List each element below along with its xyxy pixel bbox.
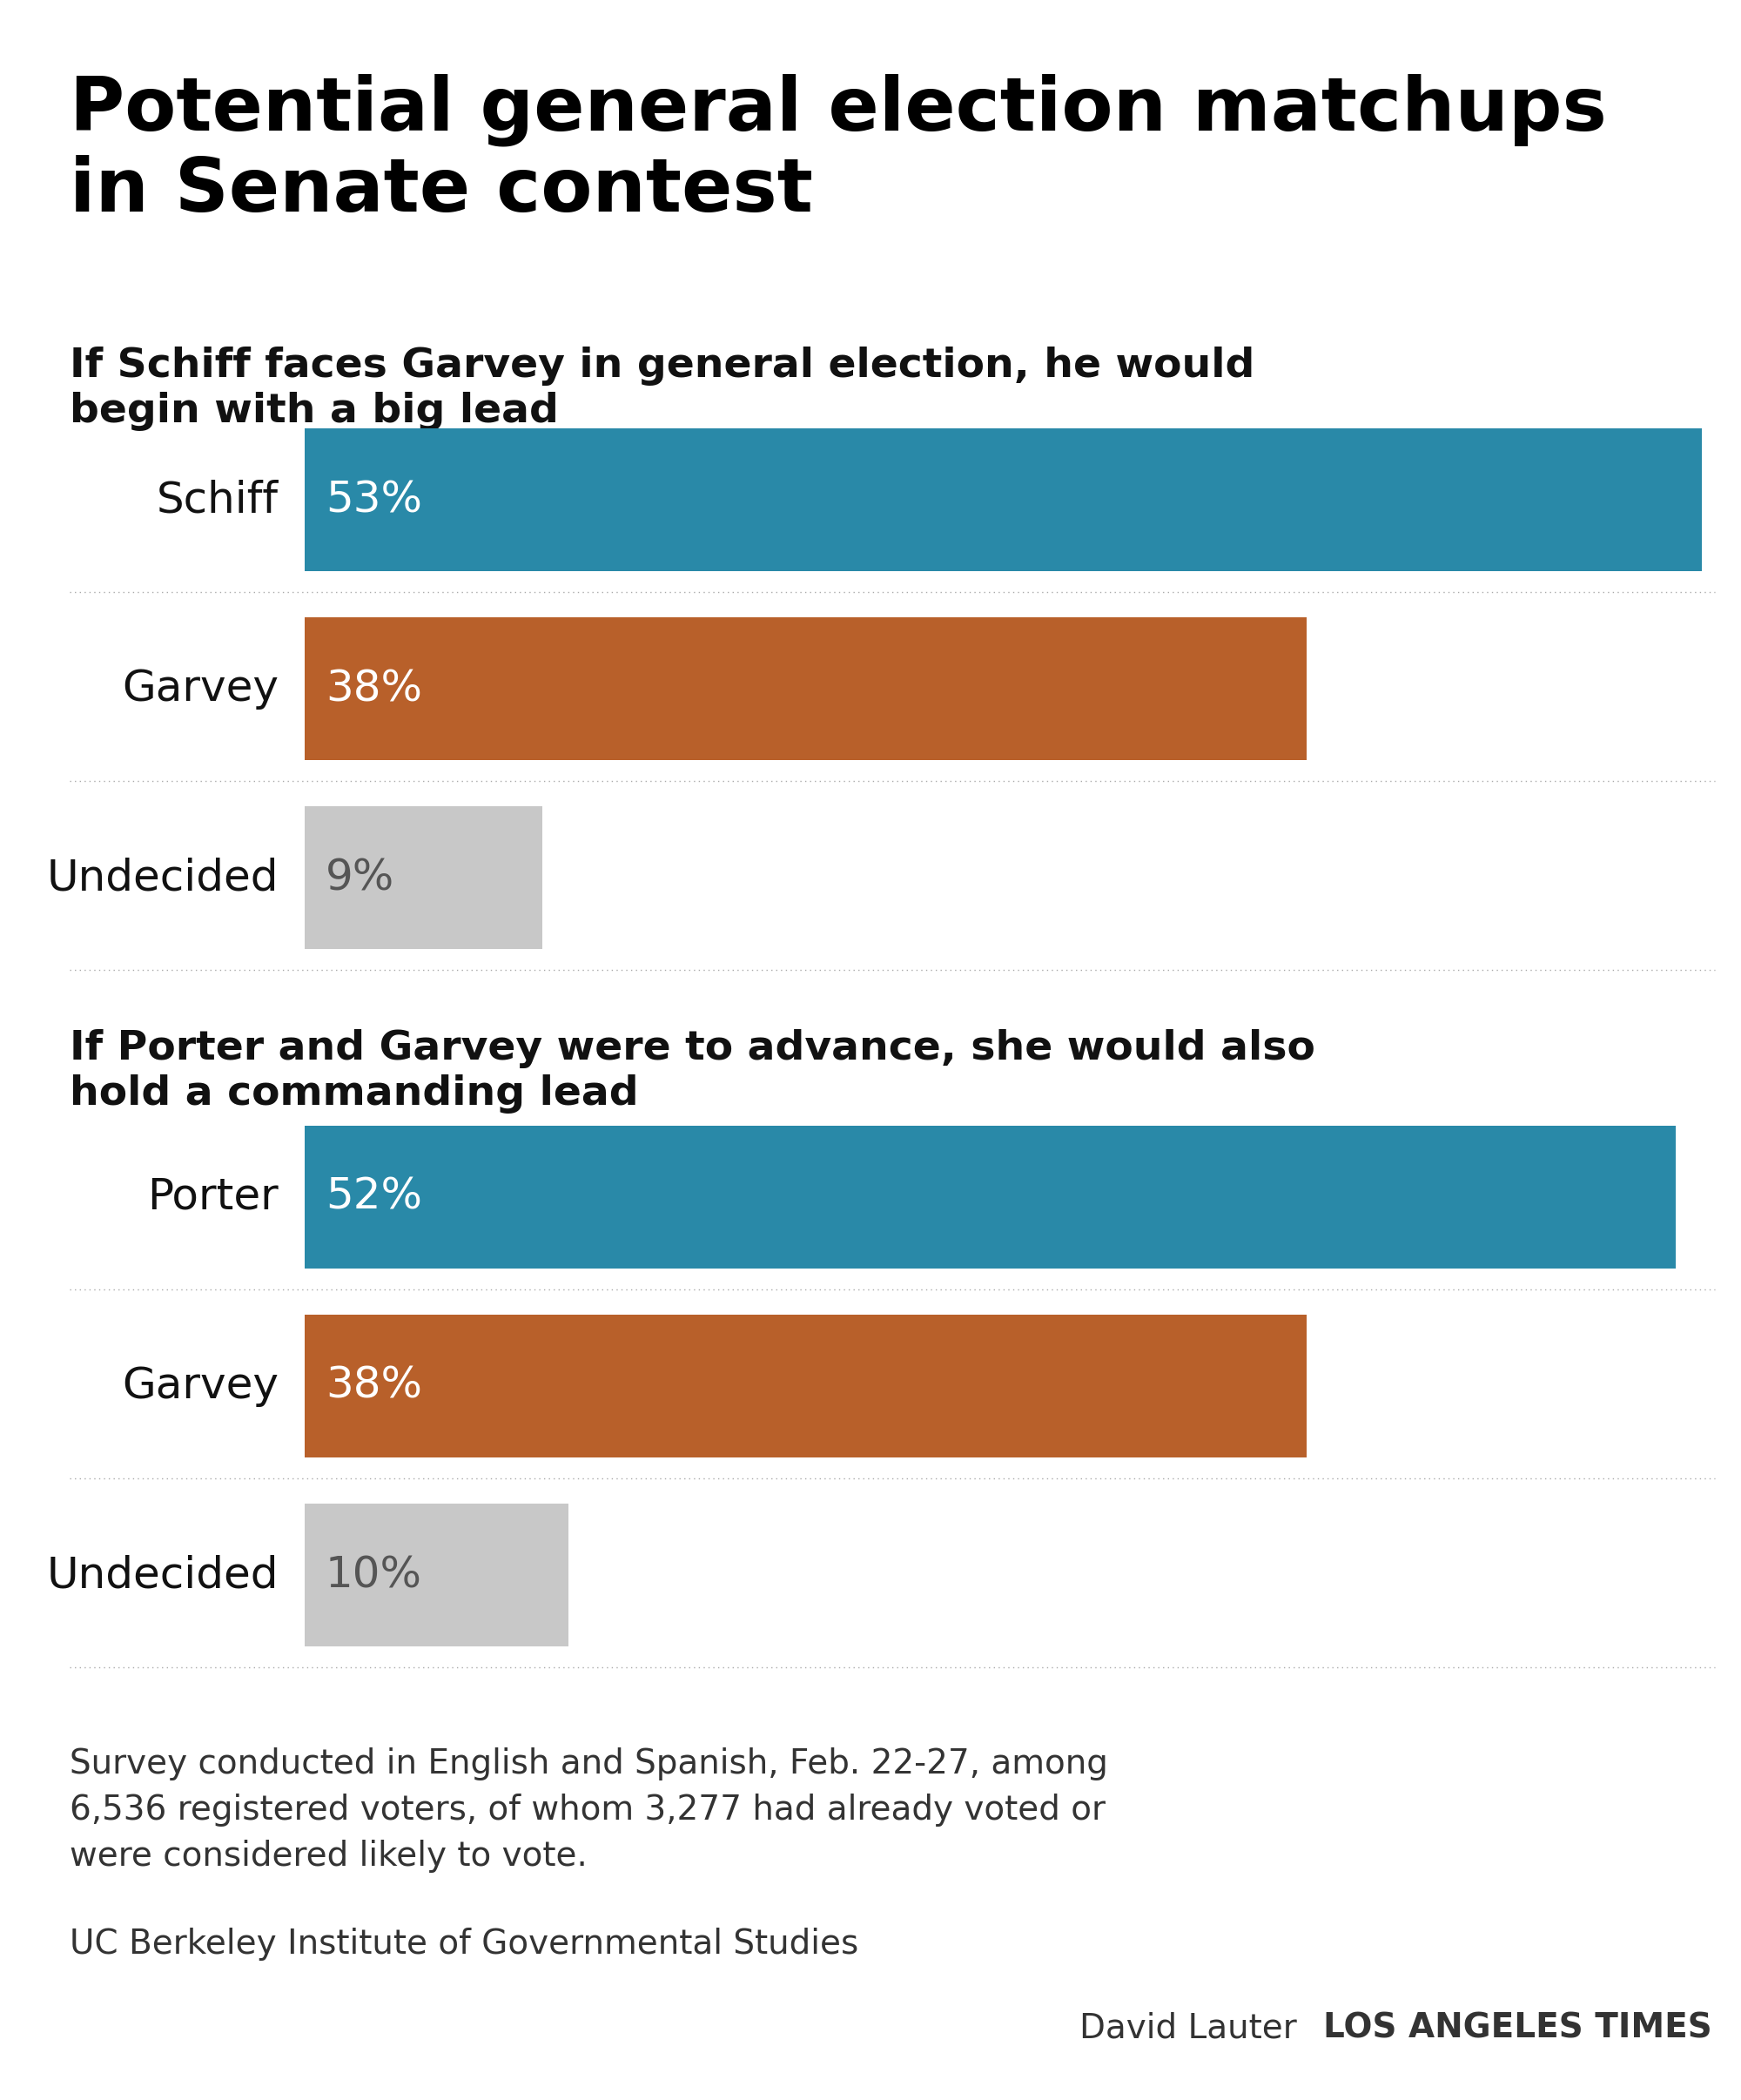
Text: 53%: 53% (326, 479, 421, 521)
Text: If Schiff faces Garvey in general election, he would
begin with a big lead: If Schiff faces Garvey in general electi… (70, 347, 1255, 430)
Text: 38%: 38% (326, 668, 421, 710)
Text: 10%: 10% (326, 1554, 421, 1596)
Bar (305, 1504, 568, 1646)
Text: Undecided: Undecided (47, 857, 279, 899)
Bar (305, 806, 541, 949)
Bar (305, 1315, 1306, 1457)
Text: UC Berkeley Institute of Governmental Studies: UC Berkeley Institute of Governmental St… (70, 1928, 858, 1961)
Text: Potential general election matchups
in Senate contest: Potential general election matchups in S… (70, 74, 1607, 227)
Text: Porter: Porter (148, 1176, 279, 1218)
Bar (305, 617, 1306, 760)
Text: 52%: 52% (326, 1176, 421, 1218)
Text: 9%: 9% (326, 857, 395, 899)
Text: Undecided: Undecided (47, 1554, 279, 1596)
Bar (305, 428, 1701, 571)
Text: If Porter and Garvey were to advance, she would also
hold a commanding lead: If Porter and Garvey were to advance, sh… (70, 1029, 1314, 1113)
Text: Garvey: Garvey (122, 1365, 279, 1407)
Text: Survey conducted in English and Spanish, Feb. 22-27, among
6,536 registered vote: Survey conducted in English and Spanish,… (70, 1747, 1107, 1873)
Text: 38%: 38% (326, 1365, 421, 1407)
Text: LOS ANGELES TIMES: LOS ANGELES TIMES (1323, 2012, 1711, 2045)
Bar (305, 1126, 1675, 1268)
Text: Garvey: Garvey (122, 668, 279, 710)
Text: Schiff: Schiff (157, 479, 279, 521)
Text: David Lauter: David Lauter (1079, 2012, 1297, 2045)
